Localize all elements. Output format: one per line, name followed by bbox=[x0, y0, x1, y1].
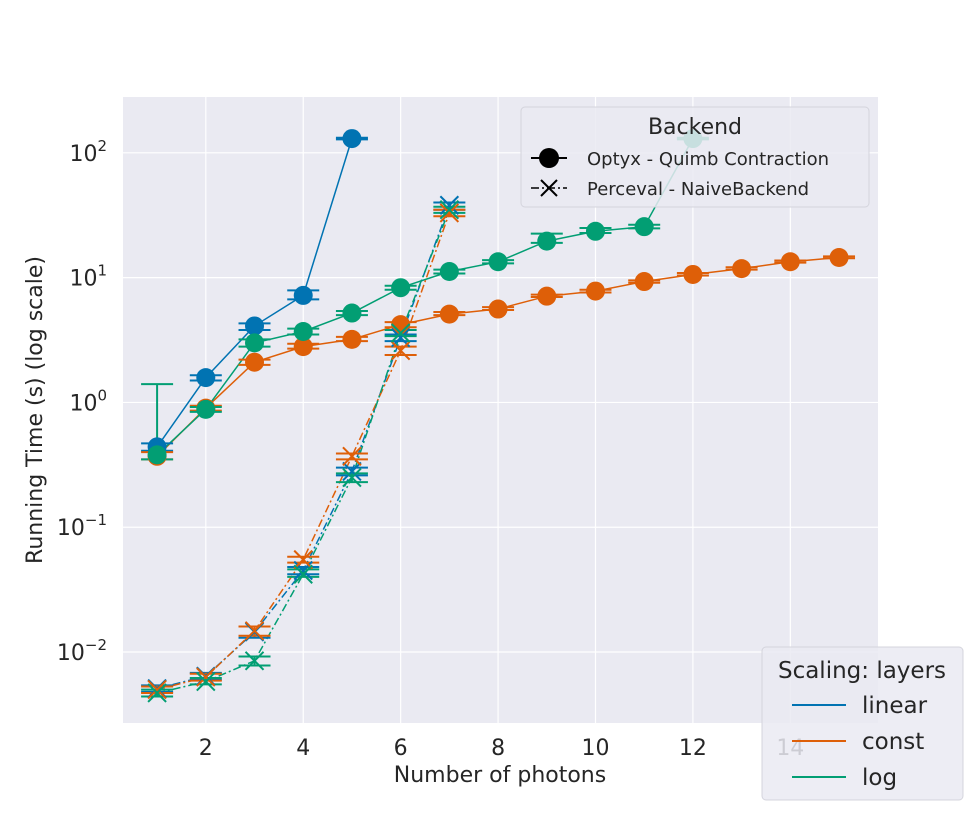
data-point-const-optyx bbox=[634, 272, 654, 292]
data-point-const-optyx bbox=[829, 247, 849, 267]
data-point-log-optyx bbox=[439, 261, 459, 281]
data-point-log-optyx bbox=[537, 231, 557, 251]
data-point-log-perceval bbox=[342, 467, 362, 488]
x-tick-label: 4 bbox=[296, 736, 310, 761]
data-point-linear-optyx bbox=[293, 285, 313, 305]
backend-legend-frame bbox=[520, 106, 870, 208]
data-point-log-optyx bbox=[585, 221, 605, 241]
data-point-const-optyx bbox=[245, 352, 265, 372]
data-point-log-perceval bbox=[439, 200, 460, 220]
data-point-const-optyx bbox=[488, 299, 508, 319]
y-tick-base: 10 bbox=[57, 641, 85, 666]
y-axis-label: Running Time (s) (log scale) bbox=[23, 256, 48, 564]
data-point-const-perceval bbox=[390, 340, 411, 361]
data-point-const-optyx bbox=[683, 264, 703, 284]
data-point-log-perceval bbox=[196, 671, 216, 692]
backend-legend: Backend Optyx - Quimb Contraction Percev… bbox=[520, 106, 870, 208]
y-tick-exponent: −2 bbox=[85, 636, 107, 654]
x-tick-label: 2 bbox=[199, 736, 213, 761]
data-point-linear-optyx bbox=[342, 129, 362, 149]
backend-legend-label-perceval: Perceval - NaiveBackend bbox=[587, 179, 809, 200]
y-tick-label: 102 bbox=[69, 137, 107, 167]
y-tick-exponent: 1 bbox=[97, 262, 107, 280]
backend-legend-entry-perceval: Perceval - NaiveBackend bbox=[531, 179, 809, 200]
data-point-linear-perceval bbox=[342, 461, 362, 482]
scaling-legend-label-linear: linear bbox=[862, 693, 928, 719]
scaling-legend-title: Scaling: layers bbox=[778, 658, 946, 684]
data-point-linear-optyx bbox=[196, 368, 216, 388]
x-tick-label: 6 bbox=[394, 736, 408, 761]
backend-legend-title: Backend bbox=[648, 115, 742, 140]
data-point-log-optyx bbox=[196, 399, 216, 419]
data-point-log-perceval bbox=[390, 323, 411, 343]
y-tick-base: 10 bbox=[69, 267, 97, 292]
data-point-log-perceval bbox=[147, 683, 167, 703]
scaling-legend-entry-const: const bbox=[792, 729, 924, 755]
scaling-legend-label-log: log bbox=[862, 765, 897, 791]
data-point-const-perceval bbox=[439, 203, 460, 223]
data-point-log-optyx bbox=[293, 322, 313, 342]
y-tick-base: 10 bbox=[69, 391, 97, 416]
y-tick-exponent: 2 bbox=[97, 137, 107, 155]
data-point-const-optyx bbox=[342, 329, 362, 349]
backend-legend-circle-marker bbox=[539, 148, 559, 168]
data-point-log-optyx bbox=[391, 278, 411, 298]
y-tick-exponent: −1 bbox=[85, 511, 107, 529]
y-tick-base: 10 bbox=[69, 142, 97, 167]
data-point-log-optyx bbox=[147, 445, 167, 465]
scaling-legend-frame bbox=[761, 646, 964, 801]
data-point-linear-perceval bbox=[439, 195, 460, 215]
data-point-log-optyx bbox=[488, 252, 508, 272]
scaling-legend-entry-linear: linear bbox=[792, 693, 928, 719]
scaling-legend-label-const: const bbox=[862, 729, 924, 755]
x-tick-label: 12 bbox=[679, 736, 707, 761]
data-point-log-optyx bbox=[634, 217, 654, 237]
scaling-legend: Scaling: layers linear const log bbox=[761, 646, 964, 801]
y-tick-base: 10 bbox=[57, 516, 85, 541]
data-point-const-perceval bbox=[147, 679, 167, 700]
data-point-const-optyx bbox=[585, 281, 605, 301]
x-axis-label: Number of photons bbox=[394, 763, 606, 788]
backend-legend-label-optyx: Optyx - Quimb Contraction bbox=[587, 149, 829, 170]
x-tick-label: 10 bbox=[581, 736, 609, 761]
data-point-const-optyx bbox=[537, 286, 557, 306]
backend-legend-entry-optyx: Optyx - Quimb Contraction bbox=[531, 148, 829, 170]
grid bbox=[123, 97, 878, 723]
data-point-log-perceval bbox=[244, 651, 265, 671]
data-point-const-optyx bbox=[780, 252, 800, 272]
data-point-linear-optyx bbox=[245, 316, 265, 336]
data-point-log-optyx bbox=[342, 303, 362, 323]
x-axis-ticks: 2468101214 bbox=[199, 736, 805, 761]
data-point-const-optyx bbox=[293, 337, 313, 357]
data-point-const-perceval bbox=[244, 621, 265, 641]
y-tick-label: 100 bbox=[69, 386, 107, 416]
data-point-const-perceval bbox=[196, 667, 216, 687]
markers bbox=[147, 129, 849, 703]
scaling-legend-entry-log: log bbox=[792, 765, 897, 791]
data-point-log-perceval bbox=[293, 564, 313, 584]
data-point-const-optyx bbox=[732, 259, 752, 279]
backend-legend-x-marker bbox=[540, 179, 558, 197]
data-point-const-perceval bbox=[342, 446, 362, 467]
y-tick-label: 101 bbox=[69, 262, 107, 292]
data-point-log-optyx bbox=[245, 333, 265, 353]
y-tick-label: 10−2 bbox=[57, 636, 107, 666]
x-tick-label: 8 bbox=[491, 736, 505, 761]
y-tick-label: 10−1 bbox=[57, 511, 107, 541]
y-tick-exponent: 0 bbox=[97, 386, 107, 404]
data-point-const-optyx bbox=[439, 304, 459, 324]
data-point-const-perceval bbox=[293, 549, 313, 570]
